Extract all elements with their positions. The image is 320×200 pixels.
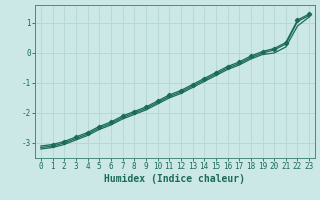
X-axis label: Humidex (Indice chaleur): Humidex (Indice chaleur) — [105, 174, 245, 184]
